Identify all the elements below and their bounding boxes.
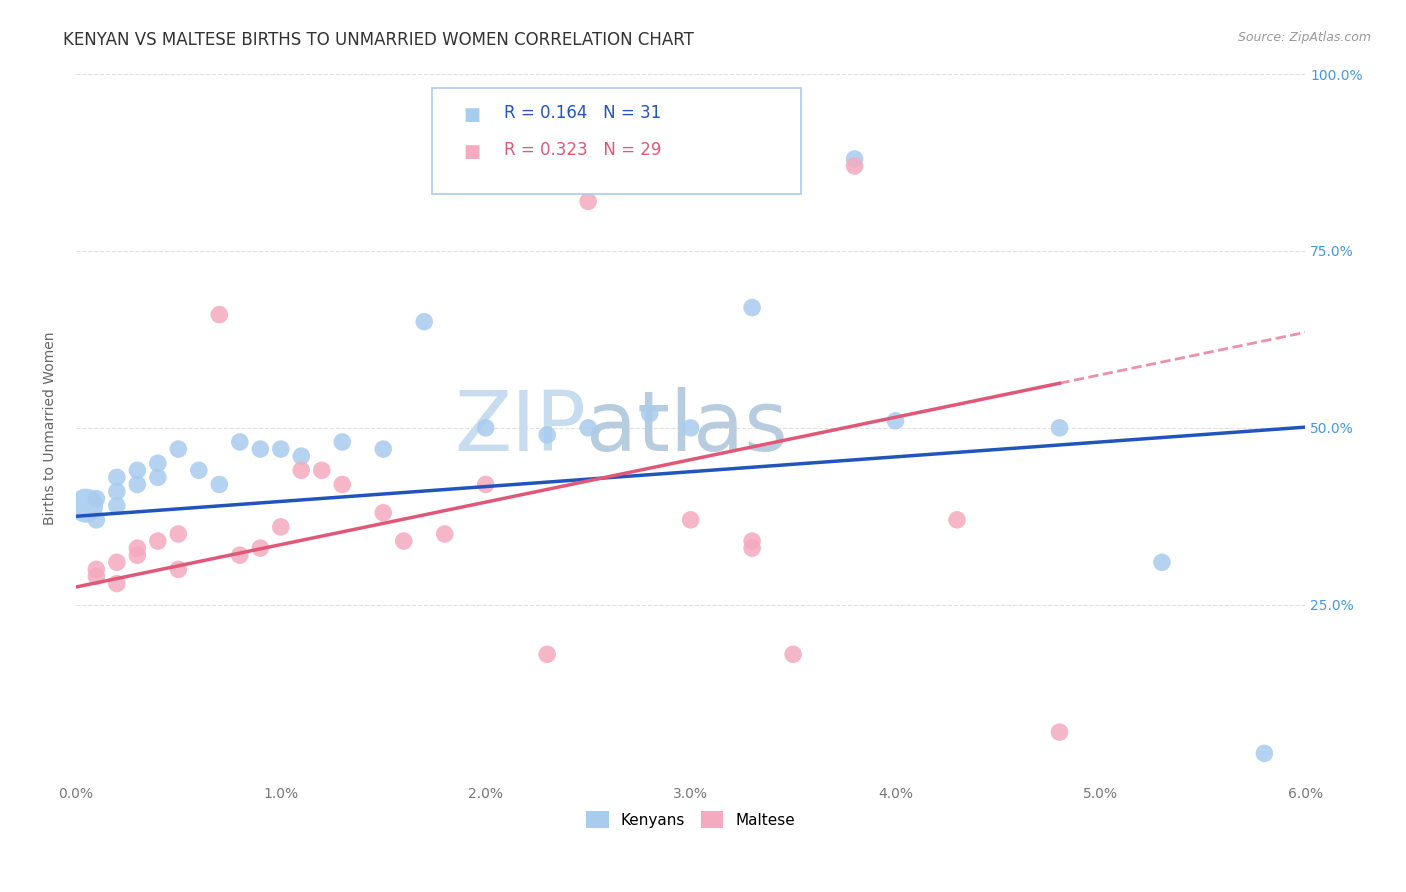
Point (946, 513, 969, 527)
Point (167, 527, 190, 541)
Point (146, 470, 169, 484)
Point (208, 308, 231, 322)
Point (229, 435, 252, 450)
Point (270, 442, 292, 456)
Text: Source: ZipAtlas.com: Source: ZipAtlas.com (1237, 31, 1371, 45)
Point (105, 499, 128, 513)
Point (330, 477, 353, 491)
Point (536, 428, 558, 442)
Point (392, 534, 415, 549)
Point (127, 548, 149, 562)
FancyBboxPatch shape (433, 88, 801, 194)
Point (86, 491, 108, 506)
Point (187, 463, 209, 477)
Point (86, 569, 108, 583)
Point (127, 541, 149, 556)
Point (576, 421, 599, 435)
Text: KENYAN VS MALTESE BIRTHS TO UNMARRIED WOMEN CORRELATION CHART: KENYAN VS MALTESE BIRTHS TO UNMARRIED WO… (63, 31, 695, 49)
Point (270, 520, 292, 534)
Point (679, 513, 702, 527)
Point (75, 499, 97, 513)
Point (373, 506, 395, 520)
Text: R = 0.323   N = 29: R = 0.323 N = 29 (503, 141, 661, 160)
Point (474, 421, 496, 435)
Point (86, 513, 108, 527)
Point (884, 414, 907, 428)
Point (208, 477, 231, 491)
Legend: Kenyans, Maltese: Kenyans, Maltese (579, 805, 801, 834)
Point (844, 159, 866, 173)
Point (167, 562, 190, 576)
Point (1049, 421, 1071, 435)
Point (679, 421, 702, 435)
Point (146, 534, 169, 549)
Point (105, 555, 128, 569)
Point (536, 648, 558, 662)
Point (576, 194, 599, 209)
Point (741, 301, 763, 315)
Y-axis label: Births to Unmarried Women: Births to Unmarried Women (44, 331, 58, 524)
Point (167, 442, 190, 456)
Point (127, 463, 149, 477)
Point (229, 548, 252, 562)
Text: ■: ■ (463, 106, 481, 124)
Point (290, 449, 312, 463)
Point (413, 315, 436, 329)
Point (844, 152, 866, 166)
Point (249, 442, 271, 456)
Text: R = 0.164   N = 31: R = 0.164 N = 31 (503, 103, 661, 121)
Text: atlas: atlas (586, 387, 787, 468)
Point (105, 576, 128, 591)
Point (782, 648, 804, 662)
Text: ■: ■ (463, 144, 481, 161)
Point (105, 470, 128, 484)
Point (433, 527, 456, 541)
Point (1253, 747, 1275, 761)
Point (249, 541, 271, 556)
Point (638, 407, 661, 421)
Point (741, 541, 763, 556)
Point (474, 477, 496, 491)
Point (373, 442, 395, 456)
Point (330, 435, 353, 450)
Point (741, 534, 763, 549)
Point (105, 484, 128, 499)
Point (1150, 555, 1173, 569)
Point (1049, 725, 1071, 739)
Point (146, 456, 169, 470)
Point (290, 463, 312, 477)
Text: ZIP: ZIP (454, 387, 586, 468)
Point (311, 463, 333, 477)
Point (86, 562, 108, 576)
Point (127, 477, 149, 491)
